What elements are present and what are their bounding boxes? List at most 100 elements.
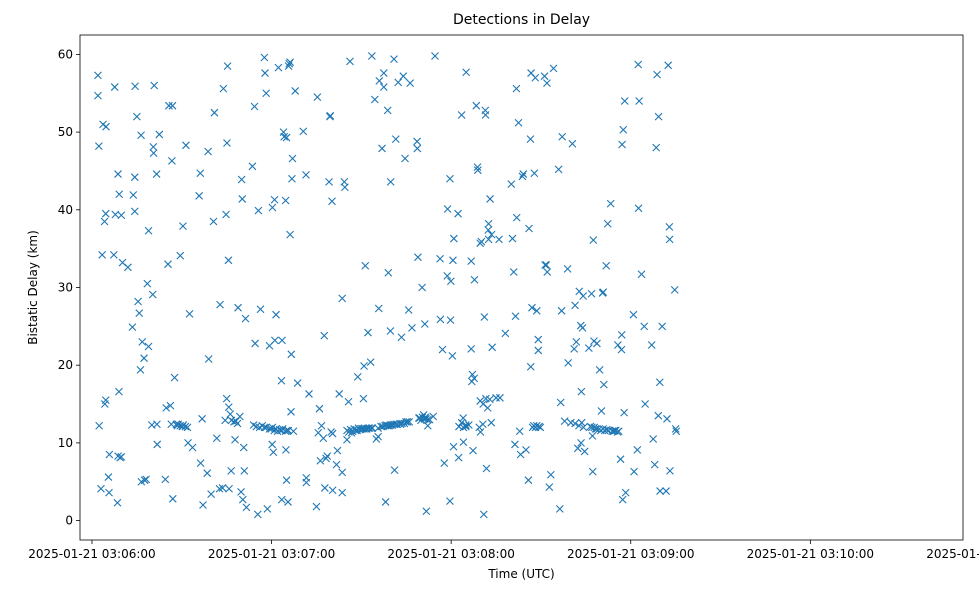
data-point bbox=[375, 76, 384, 85]
data-point bbox=[143, 279, 152, 288]
data-point bbox=[223, 139, 231, 147]
data-point bbox=[423, 415, 432, 424]
data-point bbox=[509, 268, 518, 276]
data-point bbox=[166, 401, 175, 410]
data-point bbox=[483, 404, 492, 412]
data-point bbox=[238, 495, 247, 504]
data-point bbox=[670, 285, 679, 294]
data-point bbox=[299, 127, 308, 136]
data-point bbox=[198, 414, 207, 423]
data-point bbox=[408, 324, 416, 332]
data-point bbox=[278, 336, 286, 345]
data-point bbox=[323, 452, 332, 460]
data-point bbox=[641, 400, 650, 408]
data-point bbox=[196, 459, 205, 467]
data-point bbox=[563, 264, 572, 273]
data-point bbox=[593, 339, 601, 348]
data-point bbox=[165, 101, 173, 110]
data-point bbox=[261, 69, 269, 77]
data-point bbox=[155, 130, 164, 139]
data-point bbox=[545, 483, 554, 492]
data-point bbox=[328, 486, 337, 495]
data-point bbox=[617, 345, 626, 354]
data-point bbox=[332, 460, 341, 469]
data-point bbox=[239, 443, 248, 452]
data-point bbox=[588, 432, 597, 440]
data-point bbox=[573, 444, 582, 453]
data-point bbox=[578, 324, 587, 332]
data-point bbox=[241, 314, 250, 323]
data-point bbox=[501, 329, 510, 338]
data-point bbox=[335, 390, 344, 398]
data-point bbox=[344, 397, 353, 406]
data-point bbox=[144, 226, 153, 235]
data-point bbox=[619, 125, 628, 134]
data-point bbox=[325, 177, 333, 186]
data-point bbox=[658, 322, 667, 331]
x-tick-label: 2025-01-21 03:09:00 bbox=[567, 547, 694, 561]
data-point bbox=[137, 131, 145, 140]
data-point bbox=[94, 142, 103, 150]
data-point bbox=[486, 195, 494, 203]
data-point bbox=[540, 72, 549, 81]
data-point bbox=[397, 333, 406, 342]
y-tick-label: 50 bbox=[58, 125, 73, 139]
data-point bbox=[361, 261, 370, 270]
data-point bbox=[519, 170, 528, 178]
data-point bbox=[149, 149, 158, 157]
data-point bbox=[282, 426, 291, 435]
data-point bbox=[287, 350, 296, 359]
data-point bbox=[476, 428, 485, 436]
data-point bbox=[457, 111, 466, 119]
data-point bbox=[634, 60, 643, 69]
data-point bbox=[413, 137, 421, 146]
data-point bbox=[406, 79, 415, 88]
data-point bbox=[152, 170, 161, 178]
data-point bbox=[555, 505, 564, 513]
data-point bbox=[234, 303, 242, 312]
data-point bbox=[495, 235, 503, 244]
data-point bbox=[109, 250, 118, 259]
data-point bbox=[556, 398, 565, 407]
data-point bbox=[313, 93, 322, 102]
data-point bbox=[580, 447, 589, 456]
data-point bbox=[473, 166, 482, 175]
data-point bbox=[524, 476, 533, 485]
data-point bbox=[94, 71, 102, 80]
data-point bbox=[481, 111, 490, 119]
data-point bbox=[431, 52, 439, 60]
data-point bbox=[662, 487, 670, 495]
data-point bbox=[353, 426, 362, 435]
data-point bbox=[182, 141, 190, 150]
data-point bbox=[168, 494, 177, 503]
data-point bbox=[525, 224, 533, 233]
data-point bbox=[514, 118, 523, 127]
data-point bbox=[366, 358, 375, 366]
data-point bbox=[470, 275, 479, 284]
data-point bbox=[164, 260, 172, 269]
data-point bbox=[237, 487, 245, 496]
data-point bbox=[634, 204, 643, 213]
data-point bbox=[449, 256, 457, 265]
y-tick-label: 20 bbox=[58, 358, 73, 372]
data-point bbox=[653, 70, 661, 79]
x-tick-label: 2025-01-21 03:07:00 bbox=[208, 547, 335, 561]
data-point bbox=[302, 478, 311, 487]
data-point bbox=[210, 108, 219, 117]
data-point bbox=[584, 344, 593, 352]
data-point bbox=[413, 144, 422, 153]
data-point bbox=[532, 306, 541, 315]
data-point bbox=[288, 154, 297, 163]
data-point bbox=[262, 89, 271, 98]
data-point bbox=[462, 68, 471, 77]
data-point bbox=[588, 467, 597, 476]
data-point bbox=[672, 427, 681, 436]
data-point bbox=[429, 412, 438, 421]
data-point bbox=[459, 414, 468, 422]
data-point bbox=[647, 341, 656, 349]
data-point bbox=[269, 448, 278, 457]
data-point bbox=[124, 263, 132, 272]
data-point bbox=[511, 440, 519, 449]
data-point bbox=[558, 132, 567, 141]
